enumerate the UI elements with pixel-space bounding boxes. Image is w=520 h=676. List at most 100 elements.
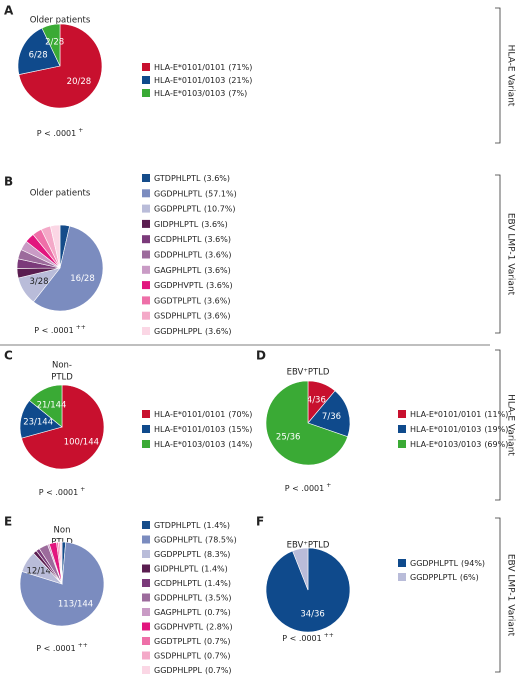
panel-letter: F: [256, 515, 264, 529]
legend-name: GIDPHLPTL: [154, 219, 199, 228]
p-value: P < .0001 ++: [34, 324, 86, 335]
legend-value: (3.6%): [204, 296, 231, 305]
legend-value: (3.5%): [205, 593, 232, 602]
legend-value: (1.4%): [204, 579, 231, 588]
p-superscript: +: [80, 486, 85, 493]
side-label: EBV LMP-1 Variant: [506, 213, 516, 296]
pie-slice: [50, 224, 61, 269]
bracket: [495, 7, 501, 144]
pie-slice: [17, 27, 61, 75]
panel-letter: E: [4, 515, 12, 529]
legend-swatch: [142, 311, 150, 320]
pie-slice: [307, 390, 351, 438]
legend-entry: HLA-E*0101/0101 (70%): [154, 410, 252, 419]
chart-title: PTLD: [51, 373, 73, 383]
legend-value: (3.6%): [205, 250, 232, 259]
pie-slice: [21, 384, 105, 470]
legend-swatch: [142, 425, 150, 433]
legend-name: GGDPHLPTL: [154, 535, 203, 544]
slice-label: 100/144: [64, 437, 99, 447]
side-label: EBV LMP-1 Variant: [506, 554, 516, 637]
legend-value: (15%): [228, 425, 252, 434]
legend-value: (94%): [461, 559, 485, 568]
legend-value: (78.5%): [205, 535, 237, 544]
legend-name: GGDTPLPTL: [154, 637, 201, 646]
chart-title: EBV⁺PTLD: [287, 368, 330, 378]
legend-entry: GGDTPLPTL (0.7%): [154, 637, 230, 646]
legend-swatch: [398, 425, 406, 433]
chart-title: Non: [54, 526, 71, 536]
legend-swatch: [142, 76, 150, 84]
side-label: HLA-E Variant: [506, 394, 516, 456]
legend-swatch: [142, 281, 150, 290]
pie-slice: [59, 541, 63, 585]
legend-entry: GGDPHVPTL (3.6%): [154, 281, 233, 290]
legend-entry: GGDTPLPTL (3.6%): [154, 296, 230, 305]
legend-name: GAGPHLPTL: [154, 608, 202, 617]
p-superscript: ++: [324, 632, 334, 639]
legend-name: HLA-E*0103/0103: [154, 89, 225, 98]
legend-swatch: [142, 579, 150, 587]
pie-slice: [41, 23, 61, 67]
legend-name: GIDPHLPTL: [154, 564, 199, 573]
legend-swatch: [142, 535, 150, 544]
legend-entry: GIDPHLPTL (3.6%): [154, 219, 228, 228]
chart-title: Older patients: [30, 189, 91, 199]
slice-label: 12/144: [26, 566, 56, 576]
chart-title: EBV⁺PTLD: [287, 541, 330, 551]
legend-entry: GDDPHLPTL (3.6%): [154, 250, 232, 259]
legend-name: GDDPHLPTL: [154, 250, 203, 259]
legend-swatch: [142, 89, 150, 97]
legend-value: (3.6%): [203, 174, 230, 183]
legend-value: (3.6%): [204, 265, 231, 274]
legend-name: HLA-E*0101/0101: [154, 63, 225, 72]
legend-entry: GGDPPLPTL (8.3%): [154, 550, 230, 559]
legend-swatch: [142, 250, 150, 259]
legend-swatch: [142, 666, 150, 674]
legend-swatch: [142, 564, 150, 573]
p-value: P < .0001 ++: [36, 642, 88, 653]
legend-entry: GSDPHLPTL (0.7%): [154, 651, 230, 660]
legend-entry: GTDPHLPTL (1.4%): [154, 521, 230, 530]
legend-value: (70%): [228, 410, 252, 419]
legend-name: GGDPHLPPL: [154, 666, 203, 675]
legend-name: GGDPPLPTL: [154, 550, 201, 559]
legend-name: GCDPHLPTL: [154, 235, 202, 244]
legend-entry: GTDPHLPTL (3.6%): [154, 174, 230, 183]
legend-name: GGDPHLPTL: [154, 189, 203, 198]
legend-swatch: [142, 593, 150, 602]
legend-name: GTDPHLPTL: [154, 174, 201, 183]
pie-slice: [33, 225, 104, 312]
legend-name: GTDPHLPTL: [154, 521, 201, 530]
slice-label: 7/36: [322, 412, 341, 422]
legend-value: (7%): [228, 89, 247, 98]
legend-entry: GGDPPLPTL (10.7%): [154, 204, 236, 213]
slice-label: 4/36: [307, 396, 326, 406]
legend-name: GDDPHLPTL: [154, 593, 203, 602]
legend-value: (57.1%): [205, 189, 237, 198]
legend-swatch: [142, 265, 150, 274]
legend-value: (0.7%): [204, 637, 231, 646]
slice-label: 34/36: [300, 609, 325, 619]
p-text: P < .0001: [37, 129, 77, 138]
side-label: HLA-E Variant: [506, 45, 516, 107]
legend-entry: HLA-E*0103/0103 (14%): [154, 440, 252, 449]
legend-value: (0.7%): [204, 608, 231, 617]
legend-name: GGDPPLPTL: [154, 204, 201, 213]
legend-value: (14%): [228, 440, 252, 449]
legend-entry: HLA-E*0103/0103 (7%): [154, 89, 247, 98]
legend-entry: GCDPHLPTL (1.4%): [154, 579, 231, 588]
legend-entry: GGDPPLPTL (6%): [410, 573, 479, 582]
p-text: P < .0001: [39, 488, 79, 497]
legend-entry: GGDPHLPTL (94%): [410, 559, 485, 568]
legend-value: (1.4%): [203, 521, 230, 530]
legend-name: GSDPHLPTL: [154, 311, 201, 320]
legend-entry: GGDPHLPTL (57.1%): [154, 189, 237, 198]
legend-entry: HLA-E*0101/0101 (71%): [154, 63, 252, 72]
p-text: P < .0001: [34, 326, 74, 335]
slice-label: 113/144: [58, 600, 93, 610]
slice-label: 6/28: [29, 51, 48, 61]
p-text: P < .0001: [282, 634, 322, 643]
bracket: [495, 174, 501, 334]
